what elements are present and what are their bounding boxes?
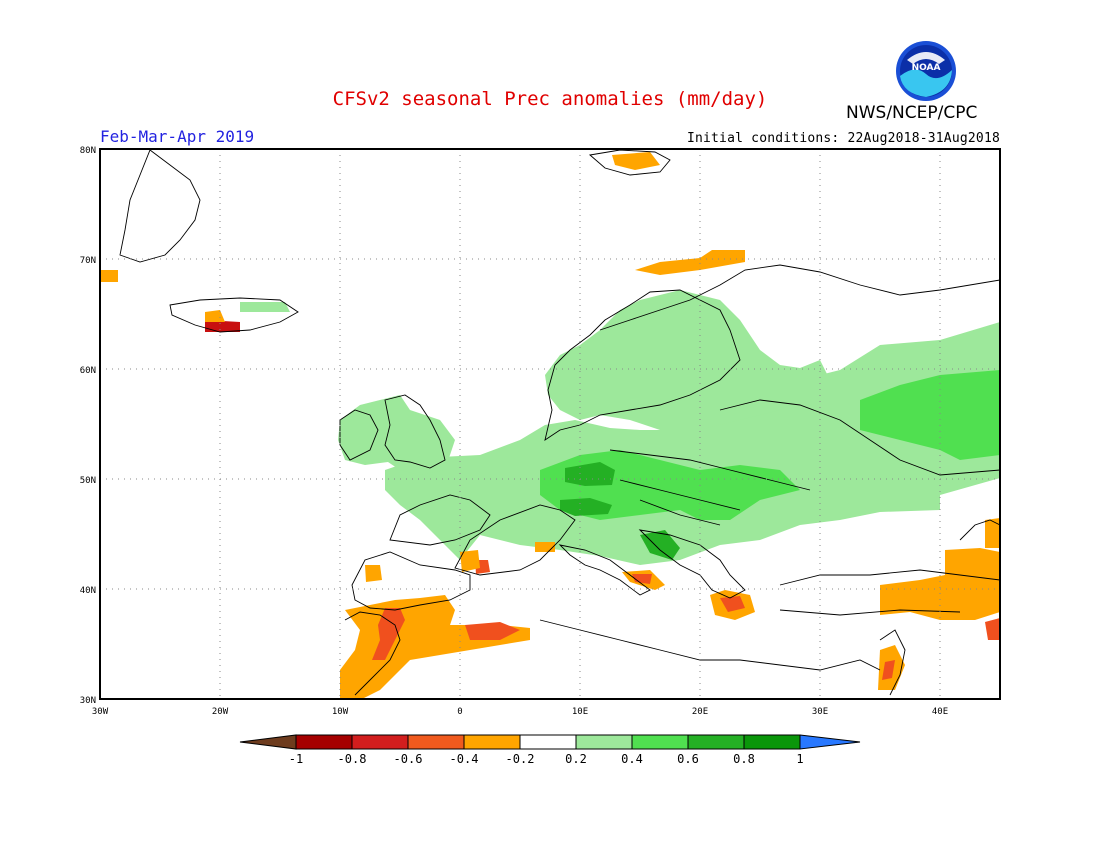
coastlines	[119, 149, 1000, 696]
iceland-orange	[205, 310, 225, 322]
iceland-south	[205, 320, 240, 332]
noaa-logo: NOAA	[896, 41, 956, 101]
colorbar-label: -1	[289, 752, 303, 766]
colorbar-swatch	[351, 734, 409, 750]
lon-tick-label: 10E	[572, 707, 588, 717]
colorbar-swatches	[239, 734, 861, 750]
balkans-core	[640, 530, 680, 560]
southern-germany	[565, 462, 615, 486]
colorbar-swatch	[463, 734, 521, 750]
colorbar-swatch	[239, 734, 297, 750]
lon-axis: 30W 20W 10W 0 10E 20E 30E 40E	[92, 707, 948, 717]
colorbar-swatch	[519, 734, 577, 750]
map-gridlines	[100, 149, 1000, 699]
colorbar-label: -0.2	[506, 752, 535, 766]
colorbar-swatch	[687, 734, 745, 750]
lat-tick-label: 80N	[80, 146, 96, 156]
central-eastern-europe	[385, 322, 1000, 565]
lat-tick-label: 50N	[80, 476, 96, 486]
western-russia-core	[860, 370, 1000, 460]
lon-tick-label: 20E	[692, 707, 708, 717]
spain-east-orange	[460, 550, 480, 572]
map-title: CFSv2 seasonal Prec anomalies (mm/day)	[332, 88, 768, 110]
initial-conditions: Initial conditions: 22Aug2018-31Aug2018	[686, 131, 1000, 146]
colorbar-labels: -1 -0.8 -0.6 -0.4 -0.2 0.2 0.4 0.6 0.8 1	[289, 752, 804, 766]
levant-red	[882, 660, 895, 680]
lat-axis: 80N 70N 60N 50N 40N 30N	[80, 146, 96, 706]
colorbar-label: 1	[796, 752, 803, 766]
colorbar-label: -0.8	[338, 752, 367, 766]
noaa-logo-text: NOAA	[912, 63, 941, 73]
gibraltar	[372, 608, 405, 660]
lon-tick-label: 30W	[92, 707, 109, 717]
colorbar-swatch	[631, 734, 689, 750]
portugal-orange	[365, 565, 382, 582]
forecast-period: Feb-Mar-Apr 2019	[100, 127, 255, 146]
colorbar-label: 0.2	[565, 752, 587, 766]
lat-tick-label: 60N	[80, 366, 96, 376]
colorbar-swatch	[295, 734, 353, 750]
lat-tick-label: 70N	[80, 256, 96, 266]
southern-italy-red	[632, 574, 652, 584]
colorbar-swatch	[575, 734, 633, 750]
north-norway	[635, 250, 745, 275]
colorbar-label: 0.6	[677, 752, 699, 766]
agency-label: NWS/NCEP/CPC	[846, 103, 978, 123]
colorbar-label: 0.4	[621, 752, 643, 766]
caucasus	[985, 518, 1000, 548]
greece-red	[720, 596, 745, 612]
colorbar-swatch	[743, 734, 801, 750]
colorbar-label: -0.6	[394, 752, 423, 766]
iceland-green	[240, 302, 290, 312]
turkey-east	[880, 548, 1000, 620]
lon-tick-label: 10W	[332, 707, 349, 717]
lat-tick-label: 40N	[80, 586, 96, 596]
lat-tick-label: 30N	[80, 696, 96, 706]
colorbar-swatch	[407, 734, 465, 750]
greenland-edge	[100, 270, 118, 282]
lon-tick-label: 20W	[212, 707, 229, 717]
lon-tick-label: 40E	[932, 707, 948, 717]
colorbar-swatch	[799, 734, 861, 750]
uk-ireland	[338, 395, 455, 475]
alps-core	[560, 498, 612, 516]
colorbar-label: -0.4	[450, 752, 479, 766]
lon-tick-label: 30E	[812, 707, 828, 717]
colorbar-label: 0.8	[733, 752, 755, 766]
map-frame	[99, 148, 1001, 700]
lon-tick-label: 0	[457, 707, 462, 717]
turkey-east-red	[985, 618, 1000, 640]
svalbard	[612, 152, 660, 170]
algeria-red	[465, 622, 520, 640]
